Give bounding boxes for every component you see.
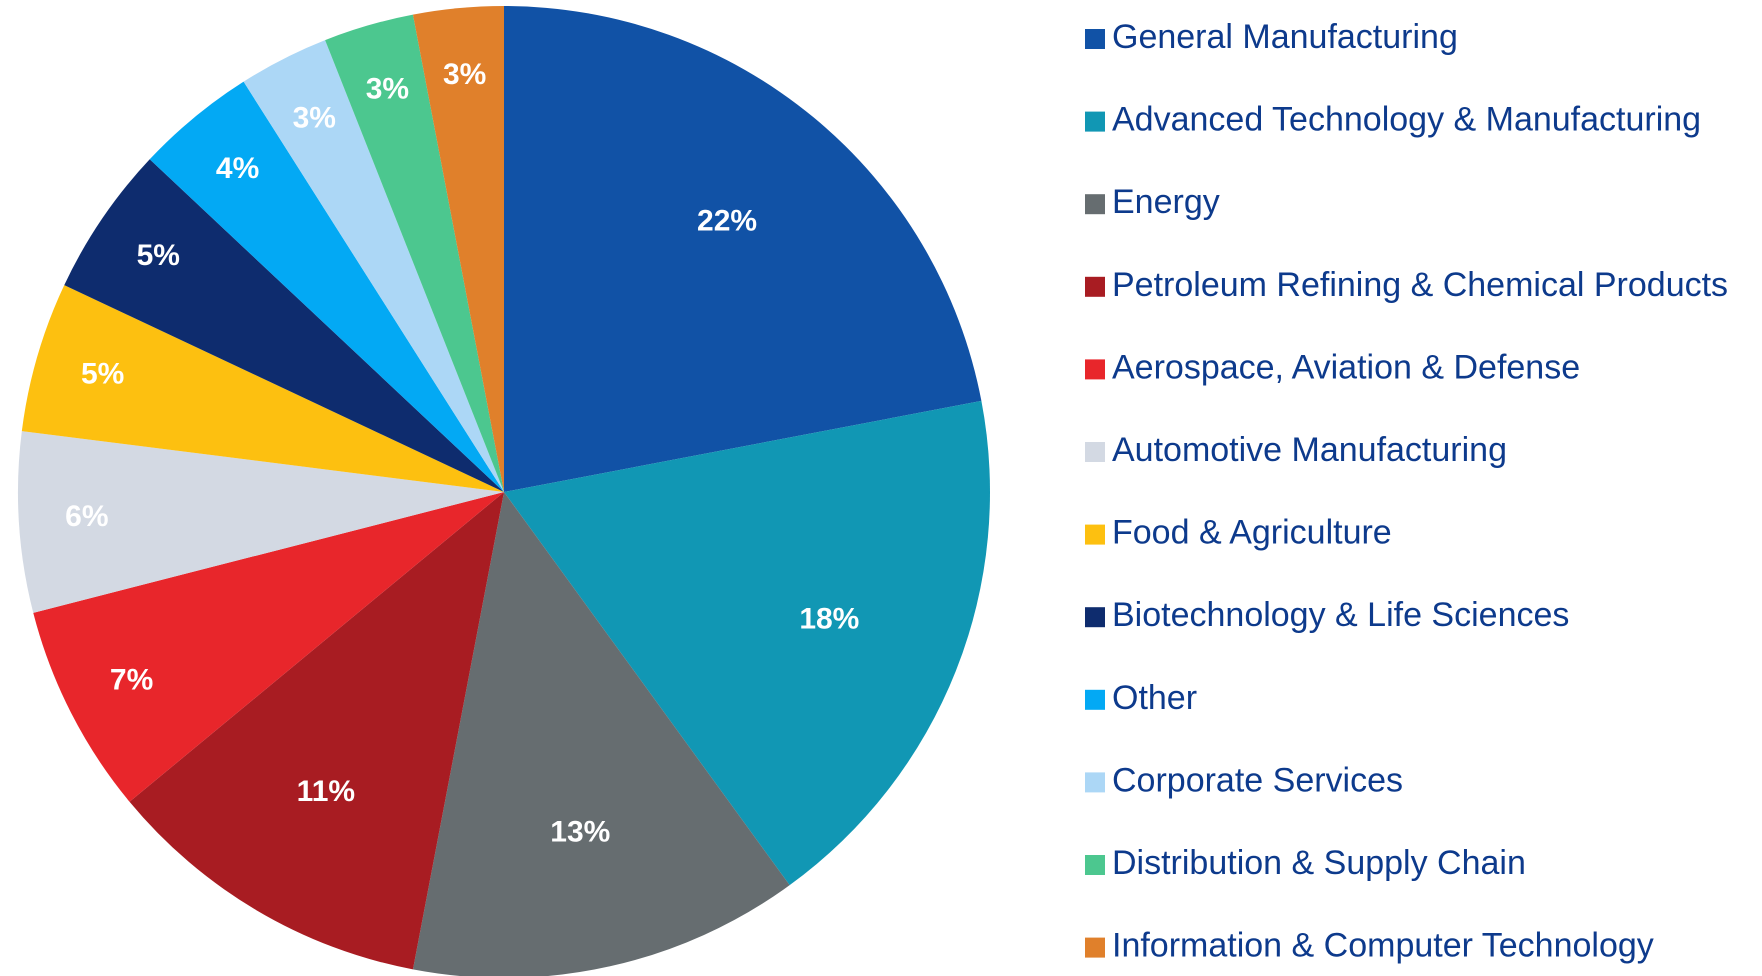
legend-swatch	[1085, 194, 1105, 215]
data-label: 3%	[443, 58, 486, 91]
pie-slice	[149, 81, 504, 493]
data-label: 3%	[293, 102, 336, 135]
pie-slice	[243, 40, 504, 492]
legend-label: Aerospace, Aviation & Defense	[1112, 348, 1580, 386]
legend-swatch	[1085, 29, 1105, 49]
data-label: 7%	[110, 664, 153, 697]
legend-swatch	[1085, 276, 1105, 297]
legend-label: General Manufacturing	[1112, 18, 1458, 56]
pie-slice	[33, 492, 504, 802]
legend-label: Energy	[1112, 183, 1220, 221]
pie-slice	[21, 285, 505, 492]
legend-label: Petroleum Refining & Chemical Products	[1112, 266, 1728, 304]
legend-swatch	[1085, 524, 1105, 545]
data-label: 13%	[550, 815, 610, 848]
pie-slice	[504, 6, 982, 492]
legend-swatch	[1085, 111, 1105, 132]
legend-label: Information & Computer Technology	[1112, 927, 1654, 965]
data-label: 5%	[137, 239, 180, 272]
legend-swatch	[1085, 689, 1105, 710]
legend-label: Food & Agriculture	[1112, 514, 1392, 552]
pie-slice	[64, 159, 504, 492]
pie-slice	[18, 431, 504, 613]
pie-slice	[129, 492, 504, 970]
legend-label: Other	[1112, 679, 1197, 717]
pie-slice	[325, 14, 504, 492]
legend-swatch	[1085, 442, 1105, 462]
legend-label: Corporate Services	[1112, 761, 1403, 799]
legend-swatch	[1085, 607, 1105, 628]
data-label: 4%	[216, 152, 259, 185]
data-label: 22%	[697, 204, 757, 237]
pie-slice	[412, 492, 790, 976]
legend-swatch	[1085, 359, 1105, 380]
legend-label: Distribution & Supply Chain	[1112, 844, 1526, 882]
pie-slice	[412, 5, 504, 492]
data-label: 11%	[297, 775, 355, 808]
legend-label: Biotechnology & Life Sciences	[1112, 596, 1569, 634]
legend-swatch	[1085, 855, 1105, 875]
legend-label: Advanced Technology & Manufacturing	[1112, 101, 1701, 139]
data-label: 18%	[799, 603, 859, 636]
legend-label: Automotive Manufacturing	[1112, 431, 1507, 469]
data-label: 3%	[366, 73, 409, 106]
pie-slice	[504, 400, 990, 886]
data-label: 5%	[81, 357, 124, 390]
legend-swatch	[1085, 937, 1105, 958]
data-label: 6%	[65, 500, 108, 533]
legend-swatch	[1085, 772, 1105, 793]
